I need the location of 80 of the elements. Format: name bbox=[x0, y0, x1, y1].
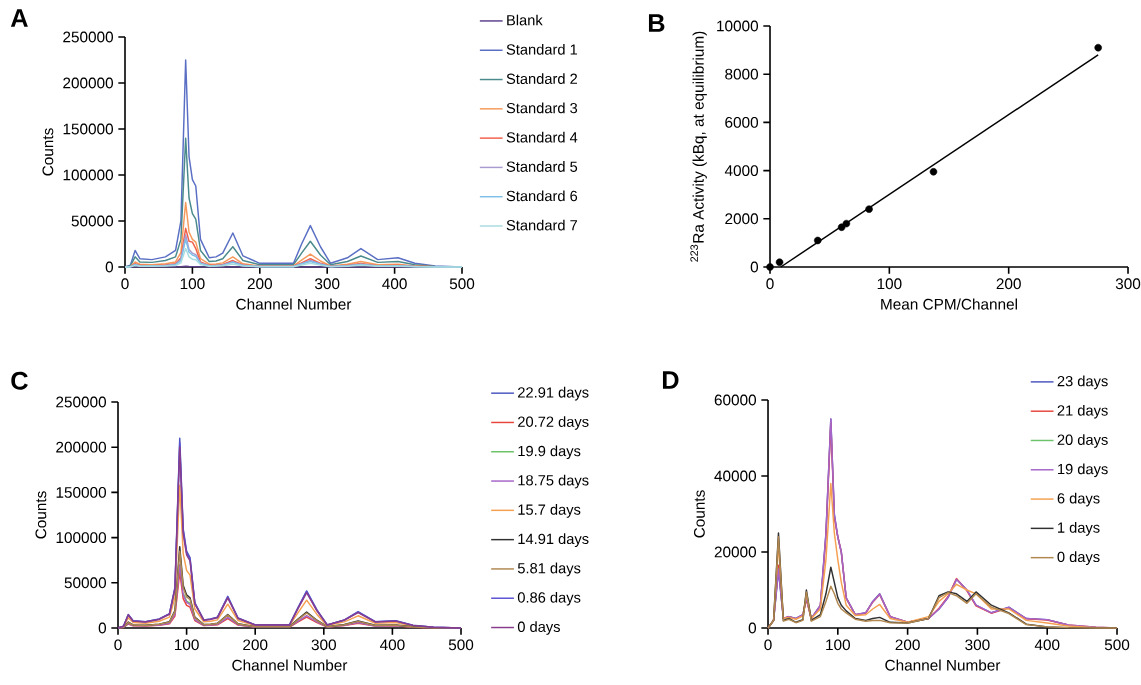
y-tick-label: 8000 bbox=[725, 68, 759, 80]
x-axis-title: Mean CPM/Channel bbox=[881, 298, 1017, 310]
legend-label: 5.81 days bbox=[517, 562, 581, 577]
x-axis-title: Channel Number bbox=[236, 298, 352, 310]
x-tick-label: 500 bbox=[448, 639, 474, 651]
x-axis-title: Channel Number bbox=[232, 659, 348, 671]
legend-label: 0.86 days bbox=[517, 591, 581, 606]
y-axis-title: $^{223}$Ra Activity (kBq, at equilibrium) bbox=[690, 31, 707, 262]
y-tick-label: 200000 bbox=[56, 441, 107, 453]
x-tick-label: 0 bbox=[764, 639, 772, 651]
legend-label: Standard 2 bbox=[506, 73, 578, 84]
legend-label: 19.9 days bbox=[518, 445, 581, 460]
x-tick-label: 100 bbox=[826, 639, 850, 651]
y-tick-label: 20000 bbox=[714, 546, 757, 558]
x-tick-label: 400 bbox=[379, 639, 405, 651]
y-axis-title: Counts bbox=[42, 128, 54, 176]
legend-label: Standard 7 bbox=[506, 219, 578, 231]
x-tick-label: 0 bbox=[766, 278, 774, 290]
y-tick-label: 0 bbox=[750, 261, 759, 273]
legend-label: 22.91 days bbox=[518, 386, 589, 401]
x-tick-label: 100 bbox=[877, 278, 902, 290]
y-tick-label: 10000 bbox=[717, 20, 759, 32]
legend-label: 18.75 days bbox=[518, 474, 589, 489]
y-tick-label: 0 bbox=[105, 261, 114, 273]
legend-label: 20 days bbox=[1057, 434, 1108, 448]
y-tick-label: 250000 bbox=[63, 31, 114, 43]
x-tick-label: 100 bbox=[174, 639, 199, 651]
y-tick-label: 50000 bbox=[71, 215, 114, 227]
y-tick-label: 60000 bbox=[714, 394, 757, 406]
legend-label: 19 days bbox=[1058, 463, 1108, 478]
x-tick-label: 300 bbox=[315, 278, 340, 290]
x-tick-label: 200 bbox=[247, 278, 272, 290]
x-tick-label: 200 bbox=[895, 639, 920, 651]
x-tick-label: 200 bbox=[996, 278, 1021, 290]
y-tick-label: 6000 bbox=[725, 116, 759, 128]
x-tick-label: 100 bbox=[180, 278, 205, 290]
x-tick-label: 500 bbox=[449, 278, 475, 290]
legend-label: Blank bbox=[507, 14, 543, 26]
y-tick-label: 150000 bbox=[56, 486, 107, 498]
legend-label: Standard 3 bbox=[506, 102, 578, 114]
chart-title: A bbox=[10, 9, 28, 27]
y-tick-label: 100000 bbox=[56, 532, 107, 544]
x-tick-label: 500 bbox=[1104, 639, 1130, 651]
y-tick-label: 100000 bbox=[63, 169, 114, 181]
x-tick-label: 200 bbox=[243, 639, 268, 651]
x-tick-label: 300 bbox=[965, 639, 990, 651]
x-axis-title: Channel Number bbox=[885, 659, 1001, 671]
legend-label: 15.7 days bbox=[518, 504, 581, 518]
legend-label: 6 days bbox=[1057, 492, 1100, 507]
x-tick-label: 300 bbox=[311, 639, 336, 651]
legend-label: 20.72 days bbox=[518, 416, 589, 430]
legend-label: 1 days bbox=[1058, 522, 1100, 536]
y-axis-title: Counts bbox=[693, 490, 705, 538]
x-tick-label: 0 bbox=[114, 639, 122, 651]
y-tick-label: 40000 bbox=[714, 470, 757, 482]
legend-label: 0 days bbox=[1057, 551, 1100, 566]
legend-label: 21 days bbox=[1057, 404, 1108, 419]
chart-title: C bbox=[11, 371, 28, 390]
legend-label: Standard 1 bbox=[506, 43, 578, 55]
legend-label: 23 days bbox=[1057, 375, 1108, 390]
x-tick-label: 400 bbox=[382, 278, 407, 290]
legend-label: Standard 4 bbox=[506, 131, 578, 143]
y-tick-label: 2000 bbox=[725, 213, 759, 225]
y-tick-label: 0 bbox=[748, 622, 757, 634]
x-tick-label: 300 bbox=[1115, 278, 1141, 290]
chart-title: D bbox=[662, 371, 679, 389]
y-tick-label: 250000 bbox=[56, 396, 107, 408]
y-tick-label: 150000 bbox=[63, 123, 114, 135]
legend-label: Standard 5 bbox=[506, 161, 578, 172]
y-tick-label: 4000 bbox=[724, 165, 759, 177]
x-tick-label: 0 bbox=[121, 278, 129, 290]
x-tick-label: 400 bbox=[1034, 639, 1060, 651]
chart-title: B bbox=[648, 14, 665, 32]
y-tick-label: 50000 bbox=[64, 577, 107, 589]
legend-label: 14.91 days bbox=[518, 533, 589, 547]
legend-label: Standard 6 bbox=[506, 190, 578, 202]
y-tick-label: 200000 bbox=[63, 77, 114, 89]
y-tick-label: 0 bbox=[98, 622, 107, 634]
legend-label: 0 days bbox=[517, 621, 560, 635]
y-axis-title: Counts bbox=[35, 491, 47, 539]
